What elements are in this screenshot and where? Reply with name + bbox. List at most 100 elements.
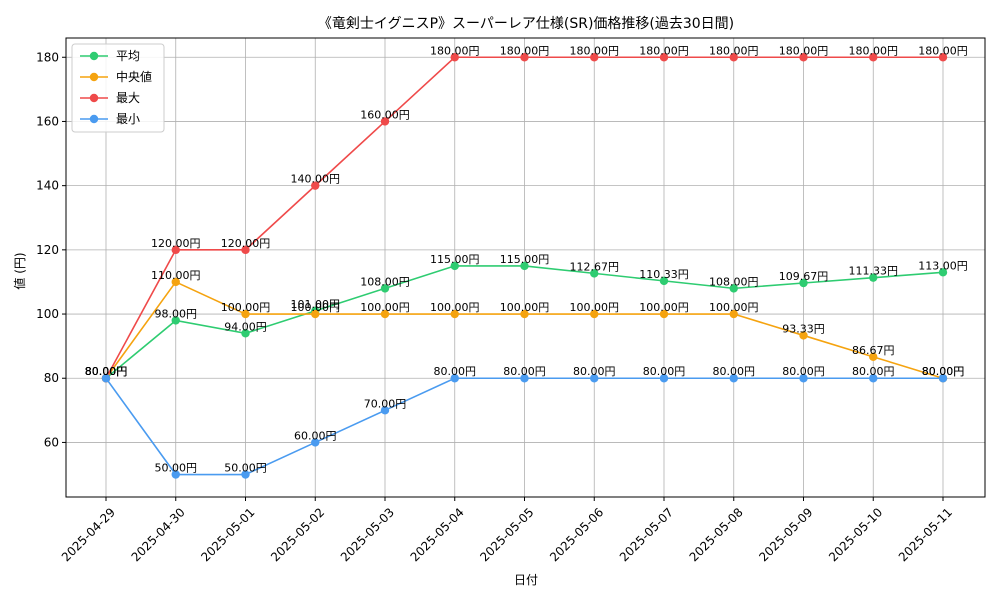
y-tick-label: 140 — [36, 179, 59, 193]
series-lines — [101, 53, 948, 479]
legend-entry: 中央値 — [116, 69, 152, 84]
data-label: 109.67円 — [779, 270, 829, 283]
data-label: 80.00円 — [85, 365, 128, 378]
data-label: 180.00円 — [779, 44, 829, 57]
data-point — [171, 316, 180, 325]
data-label: 180.00円 — [639, 44, 689, 57]
data-point — [450, 374, 459, 383]
data-point — [938, 268, 948, 277]
data-point — [729, 309, 738, 319]
data-point — [729, 374, 738, 383]
chart-title: 《竜剣士イグニスP》スーパーレア仕様(SR)価格推移(過去30日間) — [318, 15, 734, 32]
data-label: 180.00円 — [849, 44, 899, 57]
data-label: 100.00円 — [360, 301, 410, 314]
data-point — [171, 470, 180, 479]
data-label: 80.00円 — [85, 365, 128, 378]
data-label: 115.00円 — [500, 253, 550, 266]
data-label: 108.00円 — [360, 275, 410, 288]
data-point — [590, 309, 599, 319]
data-label: 70.00円 — [364, 397, 407, 410]
data-label: 180.00円 — [918, 44, 968, 57]
data-label: 100.00円 — [639, 301, 689, 314]
data-label: 112.67円 — [570, 260, 620, 273]
data-label: 93.33円 — [782, 322, 825, 335]
y-tick-label: 120 — [36, 243, 59, 257]
data-point — [659, 309, 669, 319]
data-point — [171, 277, 180, 287]
data-point — [799, 331, 808, 340]
data-label: 100.00円 — [570, 301, 620, 314]
data-point — [520, 374, 529, 383]
data-point — [311, 181, 320, 190]
data-label: 180.00円 — [500, 44, 550, 57]
data-label: 100.00円 — [430, 301, 480, 314]
y-tick-label: 160 — [36, 114, 59, 128]
data-label: 100.00円 — [291, 301, 341, 314]
data-point — [241, 309, 250, 319]
data-label: 50.00円 — [155, 462, 198, 475]
data-label: 160.00円 — [360, 108, 410, 121]
x-tick-label: 2025-05-08 — [687, 505, 746, 564]
y-tick-label: 100 — [36, 307, 59, 321]
data-label: 101.00円 — [291, 298, 341, 311]
data-point — [450, 53, 459, 62]
plot-frame — [65, 37, 986, 498]
data-point — [799, 53, 808, 62]
data-point — [311, 438, 320, 447]
x-tick-label: 2025-05-03 — [338, 505, 397, 564]
data-point — [450, 309, 459, 319]
data-label: 98.00円 — [155, 307, 198, 320]
y-tick-label: 80 — [44, 371, 59, 385]
data-label: 120.00円 — [221, 237, 271, 250]
data-point — [171, 245, 180, 255]
data-point — [869, 374, 878, 383]
x-tick-label: 2025-05-10 — [826, 505, 885, 564]
data-label: 80.00円 — [434, 365, 477, 378]
data-label: 80.00円 — [922, 365, 965, 378]
data-point — [380, 309, 390, 319]
data-label: 113.00円 — [918, 259, 968, 272]
y-axis-title: 値 (円) — [12, 252, 27, 289]
data-point — [241, 329, 250, 338]
data-point — [380, 284, 390, 293]
data-point — [101, 374, 111, 383]
data-point — [380, 117, 390, 126]
data-label: 180.00円 — [570, 44, 620, 57]
data-label: 80.00円 — [85, 365, 128, 378]
data-label: 80.00円 — [922, 365, 965, 378]
data-label: 80.00円 — [643, 365, 686, 378]
x-tick-label: 2025-05-11 — [896, 505, 955, 564]
data-label: 180.00円 — [709, 44, 759, 57]
data-point — [799, 374, 808, 383]
data-label: 100.00円 — [709, 301, 759, 314]
data-point — [590, 53, 599, 62]
data-point — [311, 309, 320, 319]
data-label: 180.00円 — [430, 44, 480, 57]
data-label: 110.33円 — [639, 268, 689, 281]
data-label: 115.00円 — [430, 253, 480, 266]
data-point — [520, 53, 529, 62]
x-tick-label: 2025-04-29 — [59, 505, 118, 564]
x-tick-label: 2025-05-04 — [408, 505, 467, 564]
data-label: 100.00円 — [500, 301, 550, 314]
data-point — [938, 374, 948, 383]
data-label: 80.00円 — [503, 365, 546, 378]
data-point — [869, 53, 878, 62]
data-label: 50.00円 — [224, 462, 267, 475]
data-point — [241, 245, 250, 255]
data-point — [520, 309, 529, 319]
data-point — [938, 53, 948, 62]
legend-entry: 平均 — [116, 49, 140, 63]
data-point — [659, 276, 669, 286]
data-point — [241, 470, 250, 479]
data-label: 120.00円 — [151, 237, 201, 250]
x-tick-label: 2025-05-02 — [268, 505, 327, 564]
grid-lines — [66, 38, 985, 497]
data-label: 80.00円 — [713, 365, 756, 378]
x-tick-label: 2025-05-01 — [198, 505, 257, 564]
x-tick-label: 2025-05-05 — [477, 505, 536, 564]
data-labels: 80.00円 98.00円 94.00円 101.00円 108.00円 115.00円 1… — [85, 44, 968, 474]
data-point — [659, 53, 669, 62]
